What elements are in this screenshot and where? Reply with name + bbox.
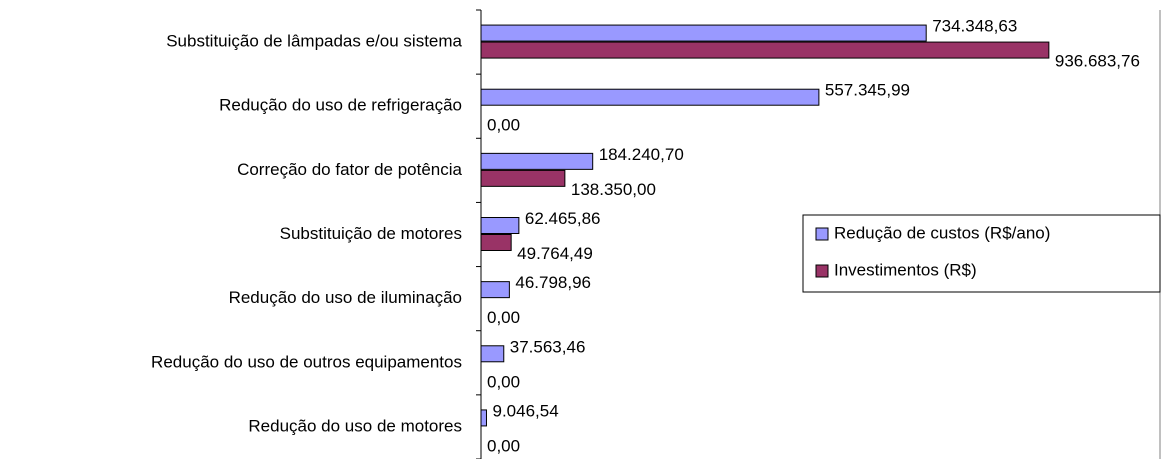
legend-label: Investimentos (R$): [834, 260, 977, 279]
data-label: 37.563,46: [510, 337, 586, 356]
legend-label: Redução de custos (R$/ano): [834, 223, 1050, 242]
bar: [480, 217, 520, 234]
data-label: 184.240,70: [599, 145, 684, 164]
y-tick-label: Redução do uso de iluminação: [229, 288, 462, 307]
legend-box: [802, 214, 1161, 293]
bar: [480, 281, 510, 299]
bar: [480, 24, 927, 42]
data-label: 9.046,54: [492, 401, 558, 420]
data-label: 734.348,63: [932, 17, 1017, 36]
bar: [480, 234, 512, 251]
legend-swatch: [815, 227, 829, 241]
data-label: 138.350,00: [571, 180, 656, 199]
data-label: 46.798,96: [515, 273, 591, 292]
y-tick-label: Substituição de lâmpadas e/ou sistema: [166, 32, 462, 51]
data-label: 557.345,99: [825, 81, 910, 100]
data-label: 62.465,86: [525, 209, 601, 228]
y-tick-label: Substituição de motores: [280, 224, 462, 243]
bar: [480, 88, 820, 106]
bar: [480, 409, 487, 427]
data-label: 0,00: [487, 436, 520, 455]
data-label: 49.764,49: [517, 244, 593, 263]
data-label: 936.683,76: [1055, 52, 1140, 71]
data-label: 0,00: [487, 308, 520, 327]
data-label: 0,00: [487, 372, 520, 391]
y-tick-label: Redução do uso de motores: [248, 416, 462, 435]
bar: [480, 152, 594, 170]
y-tick-label: Redução do uso de refrigeração: [219, 96, 462, 115]
bar: [480, 41, 1050, 59]
bar: [480, 169, 566, 187]
y-tick-label: Correção do fator de potência: [237, 160, 462, 179]
y-tick-label: Redução do uso de outros equipamentos: [151, 352, 462, 371]
bar: [480, 345, 505, 363]
legend-swatch: [815, 264, 829, 278]
data-label: 0,00: [487, 116, 520, 135]
